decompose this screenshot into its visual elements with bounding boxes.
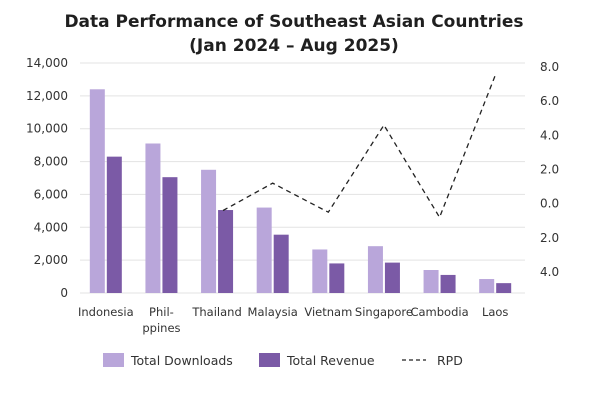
total-revenue-bar bbox=[106, 156, 122, 293]
y-left-tick-label: 12,000 bbox=[26, 89, 68, 103]
total-revenue-bar bbox=[496, 283, 512, 293]
y-left-tick-label: 14,000 bbox=[26, 56, 68, 70]
total-downloads-bar bbox=[367, 246, 383, 293]
y-right-tick-label: 0.0 bbox=[540, 197, 559, 211]
x-category-label: ppines bbox=[142, 321, 180, 335]
x-category-label: Phil- bbox=[149, 305, 174, 319]
y-right-tick-label: 4.0 bbox=[540, 265, 559, 279]
x-category-label: Cambodia bbox=[410, 305, 468, 319]
y-left-tick-label: 0 bbox=[60, 286, 68, 300]
y-left-tick-label: 2,000 bbox=[34, 253, 68, 267]
y-right-tick-label: 2.0 bbox=[540, 231, 559, 245]
total-revenue-bar bbox=[384, 262, 400, 293]
rpd-legend-label: RPD bbox=[437, 353, 463, 368]
total-downloads-bar bbox=[479, 279, 495, 293]
y-left-tick-label: 6,000 bbox=[34, 187, 68, 201]
x-category-label: Thailand bbox=[191, 305, 241, 319]
y-right-tick-label: 8.0 bbox=[540, 60, 559, 74]
total-downloads-legend-label: Total Downloads bbox=[130, 353, 233, 368]
total-downloads-bar bbox=[256, 207, 272, 293]
total-downloads-legend-swatch bbox=[103, 353, 124, 367]
x-category-label: Vietnam bbox=[304, 305, 352, 319]
total-revenue-bar bbox=[218, 210, 234, 293]
total-revenue-legend-swatch bbox=[259, 353, 280, 367]
total-revenue-bar bbox=[273, 234, 289, 293]
x-category-label: Indonesia bbox=[78, 305, 134, 319]
y-right-tick-label: 4.0 bbox=[540, 128, 559, 142]
x-category-label: Malaysia bbox=[248, 305, 298, 319]
y-left-tick-label: 8,000 bbox=[34, 155, 68, 169]
chart-title-line: Data Performance of Southeast Asian Coun… bbox=[64, 12, 523, 32]
total-downloads-bar bbox=[312, 249, 328, 293]
total-downloads-bar bbox=[423, 270, 439, 293]
total-downloads-bar bbox=[145, 143, 161, 293]
total-downloads-bar bbox=[201, 169, 217, 293]
y-left-tick-label: 10,000 bbox=[26, 122, 68, 136]
y-right-tick-label: 6.0 bbox=[540, 94, 559, 108]
total-revenue-bar bbox=[162, 177, 178, 293]
rpd-line bbox=[222, 75, 496, 219]
y-left-tick-label: 4,000 bbox=[34, 220, 68, 234]
total-revenue-legend-label: Total Revenue bbox=[286, 353, 375, 368]
total-revenue-bar bbox=[329, 263, 345, 293]
total-downloads-bar bbox=[89, 89, 105, 294]
x-category-label: Laos bbox=[482, 305, 508, 319]
total-revenue-bar bbox=[440, 274, 456, 293]
y-right-tick-label: 2.0 bbox=[540, 163, 559, 177]
x-category-label: Singapore bbox=[355, 305, 413, 319]
chart-title-line: (Jan 2024 – Aug 2025) bbox=[189, 36, 399, 56]
